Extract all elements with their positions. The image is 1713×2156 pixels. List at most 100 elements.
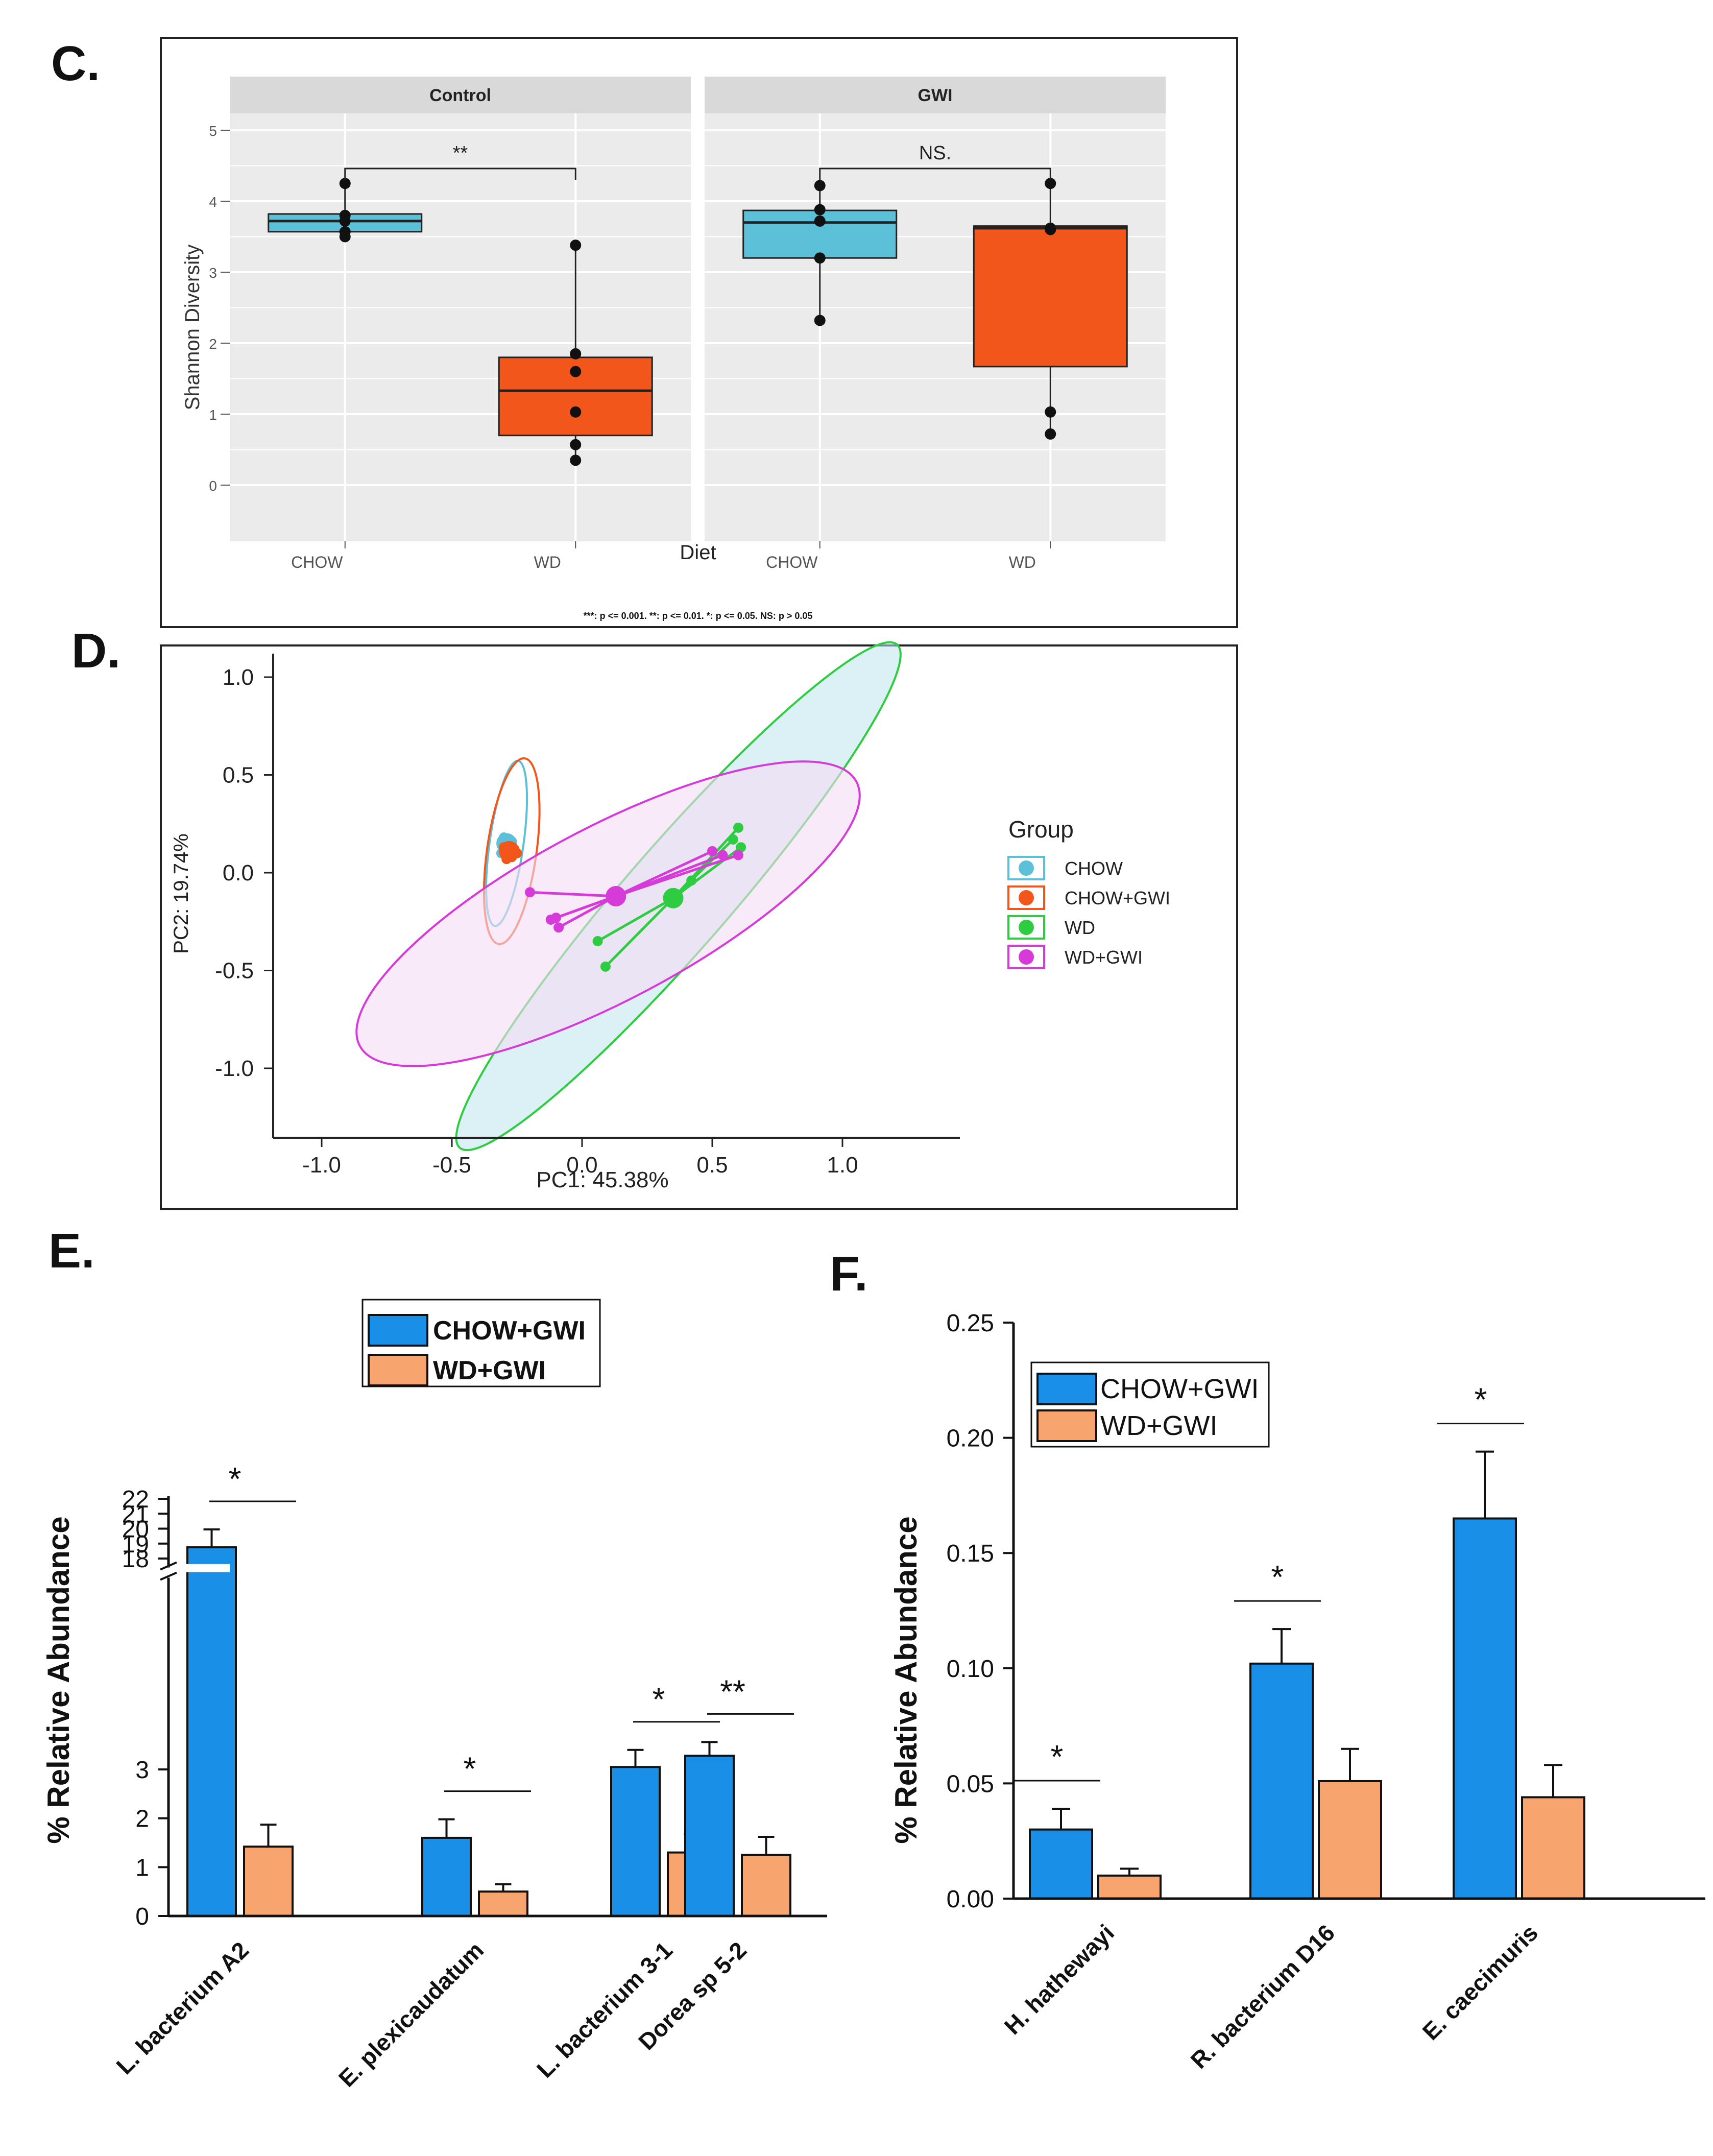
bar — [1453, 1517, 1517, 1900]
x-axis-label: PC1: 45.38% — [536, 1167, 668, 1192]
y-tick-label: -1.0 — [215, 1056, 254, 1081]
data-point — [570, 406, 582, 418]
x-axis-label: Diet — [680, 541, 716, 564]
category-label: R. bacterium D16 — [1186, 1919, 1340, 2073]
sample-point — [707, 846, 717, 856]
legend-key — [1036, 1373, 1097, 1405]
y-tick-label: 1.0 — [223, 665, 254, 690]
significance-label: ** — [453, 142, 468, 164]
centroid-spoke — [615, 854, 739, 898]
y-tick-label: 4 — [209, 194, 217, 210]
y-tick-label: -0.5 — [215, 959, 254, 984]
group-centroid — [663, 888, 684, 908]
y-tick-label: 18 — [122, 1546, 149, 1573]
x-tick-label: CHOW — [766, 553, 818, 571]
y-tick-label: 21 — [122, 1501, 149, 1528]
sample-point — [733, 822, 743, 833]
category-label: H. hathewayi — [999, 1919, 1119, 2040]
y-tick-label: 5 — [209, 123, 217, 139]
category-label: E. plexicaudatum — [333, 1936, 489, 2092]
facet-plot-background — [230, 113, 691, 541]
bar — [421, 1836, 472, 1918]
y-tick-label: 2 — [135, 1806, 149, 1833]
category-label: L. bacterium A2 — [111, 1936, 254, 2079]
sample-point — [717, 850, 728, 860]
data-point — [1045, 178, 1056, 189]
y-tick-label: 0 — [209, 478, 217, 494]
data-point — [814, 252, 826, 264]
y-tick-label: 0.5 — [223, 763, 254, 788]
data-point — [570, 348, 582, 360]
x-tick-label: WD — [534, 553, 561, 571]
sample-point — [733, 850, 743, 860]
axis-break-mark — [160, 1561, 177, 1571]
sample-point — [551, 913, 561, 923]
data-point — [814, 215, 826, 227]
significance-label: ** — [720, 1673, 745, 1710]
y-tick-label: 20 — [122, 1516, 149, 1543]
axis-break-mark — [160, 1571, 177, 1581]
y-axis-label: PC2: 19.74% — [170, 833, 192, 954]
bar-chart-f: * H. hathewayi * R. bacterium D16 * E. caecim… — [889, 1310, 1705, 2074]
y-axis-label: % Relative Abundance — [889, 1516, 923, 1843]
legend-label: CHOW+GWI — [1100, 1374, 1259, 1404]
panel-label-d: D. — [71, 624, 120, 678]
centroid-spoke — [558, 895, 617, 929]
y-tick-label: 1 — [135, 1854, 149, 1881]
x-tick-label: CHOW — [291, 553, 343, 571]
y-tick-label: 1 — [209, 407, 217, 423]
x-tick-label: WD — [1009, 553, 1036, 571]
y-tick-label: 0.00 — [947, 1886, 994, 1913]
y-tick-label: 0.20 — [947, 1425, 994, 1452]
legend-label: WD+GWI — [1100, 1410, 1217, 1441]
sample-point — [600, 961, 611, 972]
x-tick-label: -1.0 — [302, 1153, 341, 1178]
significance-label: * — [653, 1681, 665, 1718]
box — [973, 225, 1128, 368]
facet-strip — [705, 77, 1166, 113]
bar — [1029, 1828, 1093, 1900]
sample-point — [525, 887, 535, 898]
significance-bracket — [344, 167, 576, 180]
group-centroid — [499, 841, 520, 861]
centroid-spoke — [556, 895, 617, 919]
bar — [1318, 1780, 1382, 1900]
data-point — [1045, 406, 1056, 418]
facet-strip — [230, 77, 691, 113]
data-point — [339, 231, 351, 243]
bar — [610, 1766, 661, 1917]
sample-point — [736, 842, 746, 853]
y-tick-label: 19 — [122, 1531, 149, 1558]
panel-label-e: E. — [49, 1224, 95, 1278]
significance-bracket — [819, 167, 1051, 180]
y-tick-label: 3 — [135, 1757, 149, 1784]
bar — [478, 1890, 528, 1917]
bar — [1521, 1796, 1585, 1900]
pca-scatter-plot: -1.0 -0.5 0.0 0.5 1.0 1.0 0.5 0.0 -0.5 -1.0 PC1: 4… — [170, 641, 1170, 1192]
significance-label: * — [1271, 1559, 1284, 1595]
bar — [741, 1854, 791, 1917]
data-point — [339, 178, 351, 189]
confidence-ellipse — [355, 760, 861, 1067]
significance-label: * — [1475, 1381, 1487, 1418]
legend-key — [368, 1314, 428, 1347]
y-axis-label: Shannon Diversity — [181, 245, 204, 411]
y-tick-label: 0.15 — [947, 1540, 994, 1567]
y-tick-label: 0.05 — [947, 1770, 994, 1798]
data-point — [570, 439, 582, 450]
centroid-spoke — [597, 897, 674, 943]
panel-label-f: F. — [830, 1247, 868, 1301]
data-point — [814, 204, 826, 215]
legend-label: WD+GWI — [433, 1356, 546, 1385]
bar — [186, 1546, 237, 1917]
category-label: E. caecimuris — [1417, 1919, 1543, 2045]
data-point — [339, 215, 351, 227]
y-tick-label: 3 — [209, 265, 217, 281]
legend-key — [368, 1354, 428, 1386]
x-tick-label: 1.0 — [827, 1153, 858, 1178]
legend-key — [1036, 1409, 1097, 1442]
legend-key-dot — [1019, 920, 1034, 935]
centroid-spoke — [529, 891, 616, 898]
data-point — [570, 239, 582, 251]
significance-label: * — [229, 1460, 242, 1497]
